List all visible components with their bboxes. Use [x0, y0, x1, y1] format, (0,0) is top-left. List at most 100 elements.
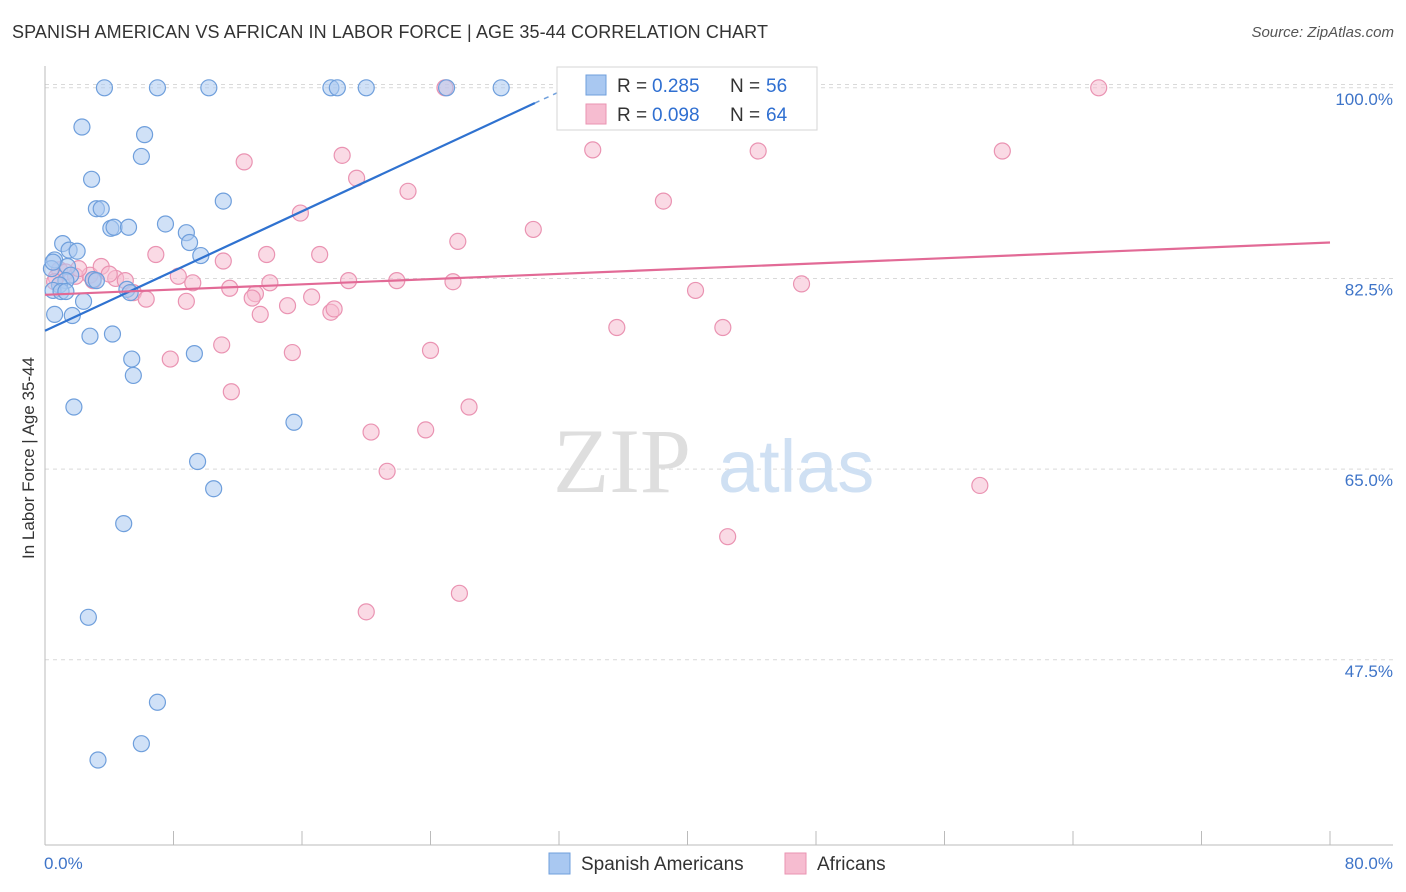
africans-point-39 — [303, 288, 321, 306]
y-tick-label-2: 65.0% — [1345, 471, 1393, 490]
africans-point-55 — [971, 476, 989, 495]
africans-point-13 — [147, 245, 165, 264]
spanish-americans-point-17 — [105, 218, 123, 236]
spanish-americans-point-2 — [200, 79, 218, 97]
africans-point-4 — [235, 153, 253, 171]
y-axis-title: In Labor Force | Age 35-44 — [19, 357, 38, 559]
africans-point-58 — [357, 603, 375, 621]
africans-point-27 — [261, 274, 279, 292]
africans-point-50 — [222, 383, 240, 401]
africans-point-53 — [417, 421, 435, 439]
africans-point-48 — [421, 341, 440, 359]
spanish-americans-point-49 — [205, 480, 223, 498]
axes — [44, 66, 1393, 846]
bottom-legend-label-pink: Africans — [817, 854, 886, 875]
legend-swatch-pink — [585, 103, 607, 125]
africans-point-26 — [184, 274, 202, 292]
watermark-atlas: atlas — [718, 425, 874, 508]
x-tick-label-0: 0.0% — [44, 854, 83, 873]
africans-point-6 — [749, 142, 767, 160]
africans-point-56 — [719, 528, 737, 546]
series-legend: Spanish Americans Africans — [548, 852, 886, 875]
y-tick-label-3: 47.5% — [1345, 662, 1393, 681]
spanish-americans-point-5 — [357, 79, 375, 97]
bottom-legend-swatch-pink — [784, 852, 807, 875]
source-label: Source: ZipAtlas.com — [1251, 24, 1394, 41]
trend-lines — [44, 83, 1331, 332]
africans-point-32 — [792, 275, 811, 293]
legend-n-label-pink: N = — [730, 105, 760, 126]
watermark: ZIP atlas — [553, 410, 874, 512]
legend-r-label-blue: R = — [617, 76, 647, 97]
legend-n-label-blue: N = — [730, 76, 760, 97]
spanish-americans-point-4 — [328, 79, 346, 97]
africans-point-49 — [161, 350, 179, 368]
spanish-americans-point-23 — [68, 242, 86, 260]
spanish-americans-point-12 — [214, 192, 232, 210]
spanish-americans-points — [42, 79, 510, 769]
africans-point-51 — [460, 398, 478, 416]
africans-points — [46, 79, 1108, 621]
spanish-americans-point-48 — [188, 452, 207, 471]
africans-point-40 — [278, 297, 297, 315]
spanish-americans-point-18 — [119, 218, 138, 236]
africans-point-7 — [993, 142, 1011, 160]
y-tick-labels: 100.0% 82.5% 65.0% 47.5% — [1335, 90, 1393, 681]
africans-point-30 — [444, 273, 462, 291]
spanish-americans-point-44 — [185, 345, 203, 363]
spanish-americans-point-38 — [74, 292, 93, 310]
africans-point-38 — [243, 289, 261, 307]
spanish-americans-point-32 — [87, 272, 106, 290]
spanish-americans-point-54 — [89, 751, 107, 769]
spanish-americans-trend-line — [44, 102, 536, 332]
spanish-americans-point-43 — [123, 350, 141, 368]
africans-point-36 — [137, 290, 155, 308]
legend-r-label-pink: R = — [617, 105, 647, 126]
africans-point-47 — [283, 343, 301, 362]
africans-point-16 — [214, 252, 232, 270]
africans-point-9 — [399, 182, 417, 200]
bottom-legend-swatch-blue — [548, 852, 571, 875]
legend-n-value-blue: 56 — [766, 76, 787, 97]
africans-point-5 — [584, 141, 602, 159]
x-tick-label-1: 80.0% — [1345, 854, 1393, 873]
spanish-americans-point-15 — [156, 215, 175, 233]
spanish-americans-trend-extension — [534, 83, 576, 104]
africans-point-3 — [333, 146, 351, 164]
spanish-americans-point-35 — [57, 282, 75, 301]
africans-point-28 — [339, 272, 358, 290]
spanish-americans-point-14 — [92, 200, 110, 218]
africans-point-14 — [258, 245, 276, 264]
africans-point-63 — [449, 232, 467, 251]
africans-point-43 — [251, 305, 269, 324]
africans-point-31 — [686, 281, 705, 300]
spanish-americans-point-39 — [46, 305, 64, 324]
y-tick-label-1: 82.5% — [1345, 280, 1393, 299]
spanish-americans-point-10 — [132, 147, 150, 166]
spanish-americans-point-9 — [135, 126, 154, 144]
spanish-americans-point-8 — [73, 118, 91, 136]
spanish-americans-point-6 — [437, 79, 456, 97]
legend-swatch-blue — [585, 74, 607, 96]
legend-r-value-pink: 0.098 — [652, 105, 700, 126]
stats-legend: R = 0.285 N = 56 R = 0.098 N = 64 — [556, 66, 818, 131]
africans-point-2 — [1090, 79, 1108, 97]
spanish-americans-point-42 — [81, 327, 99, 345]
spanish-americans-point-7 — [492, 79, 510, 97]
africans-point-46 — [213, 336, 231, 354]
africans-trend-line — [44, 241, 1331, 296]
spanish-americans-point-11 — [82, 170, 101, 188]
spanish-americans-point-41 — [103, 325, 122, 343]
bottom-legend-label-blue: Spanish Americans — [581, 854, 744, 875]
africans-point-45 — [714, 318, 732, 337]
spanish-americans-point-52 — [148, 693, 167, 711]
spanish-americans-point-50 — [115, 514, 133, 533]
spanish-americans-point-45 — [124, 366, 142, 385]
africans-point-37 — [177, 292, 195, 310]
x-tick-labels: 0.0% 80.0% — [44, 854, 1393, 873]
spanish-americans-point-0 — [95, 79, 114, 97]
watermark-zip: ZIP — [553, 410, 691, 512]
legend-n-value-pink: 64 — [766, 105, 788, 126]
africans-point-57 — [450, 584, 469, 602]
